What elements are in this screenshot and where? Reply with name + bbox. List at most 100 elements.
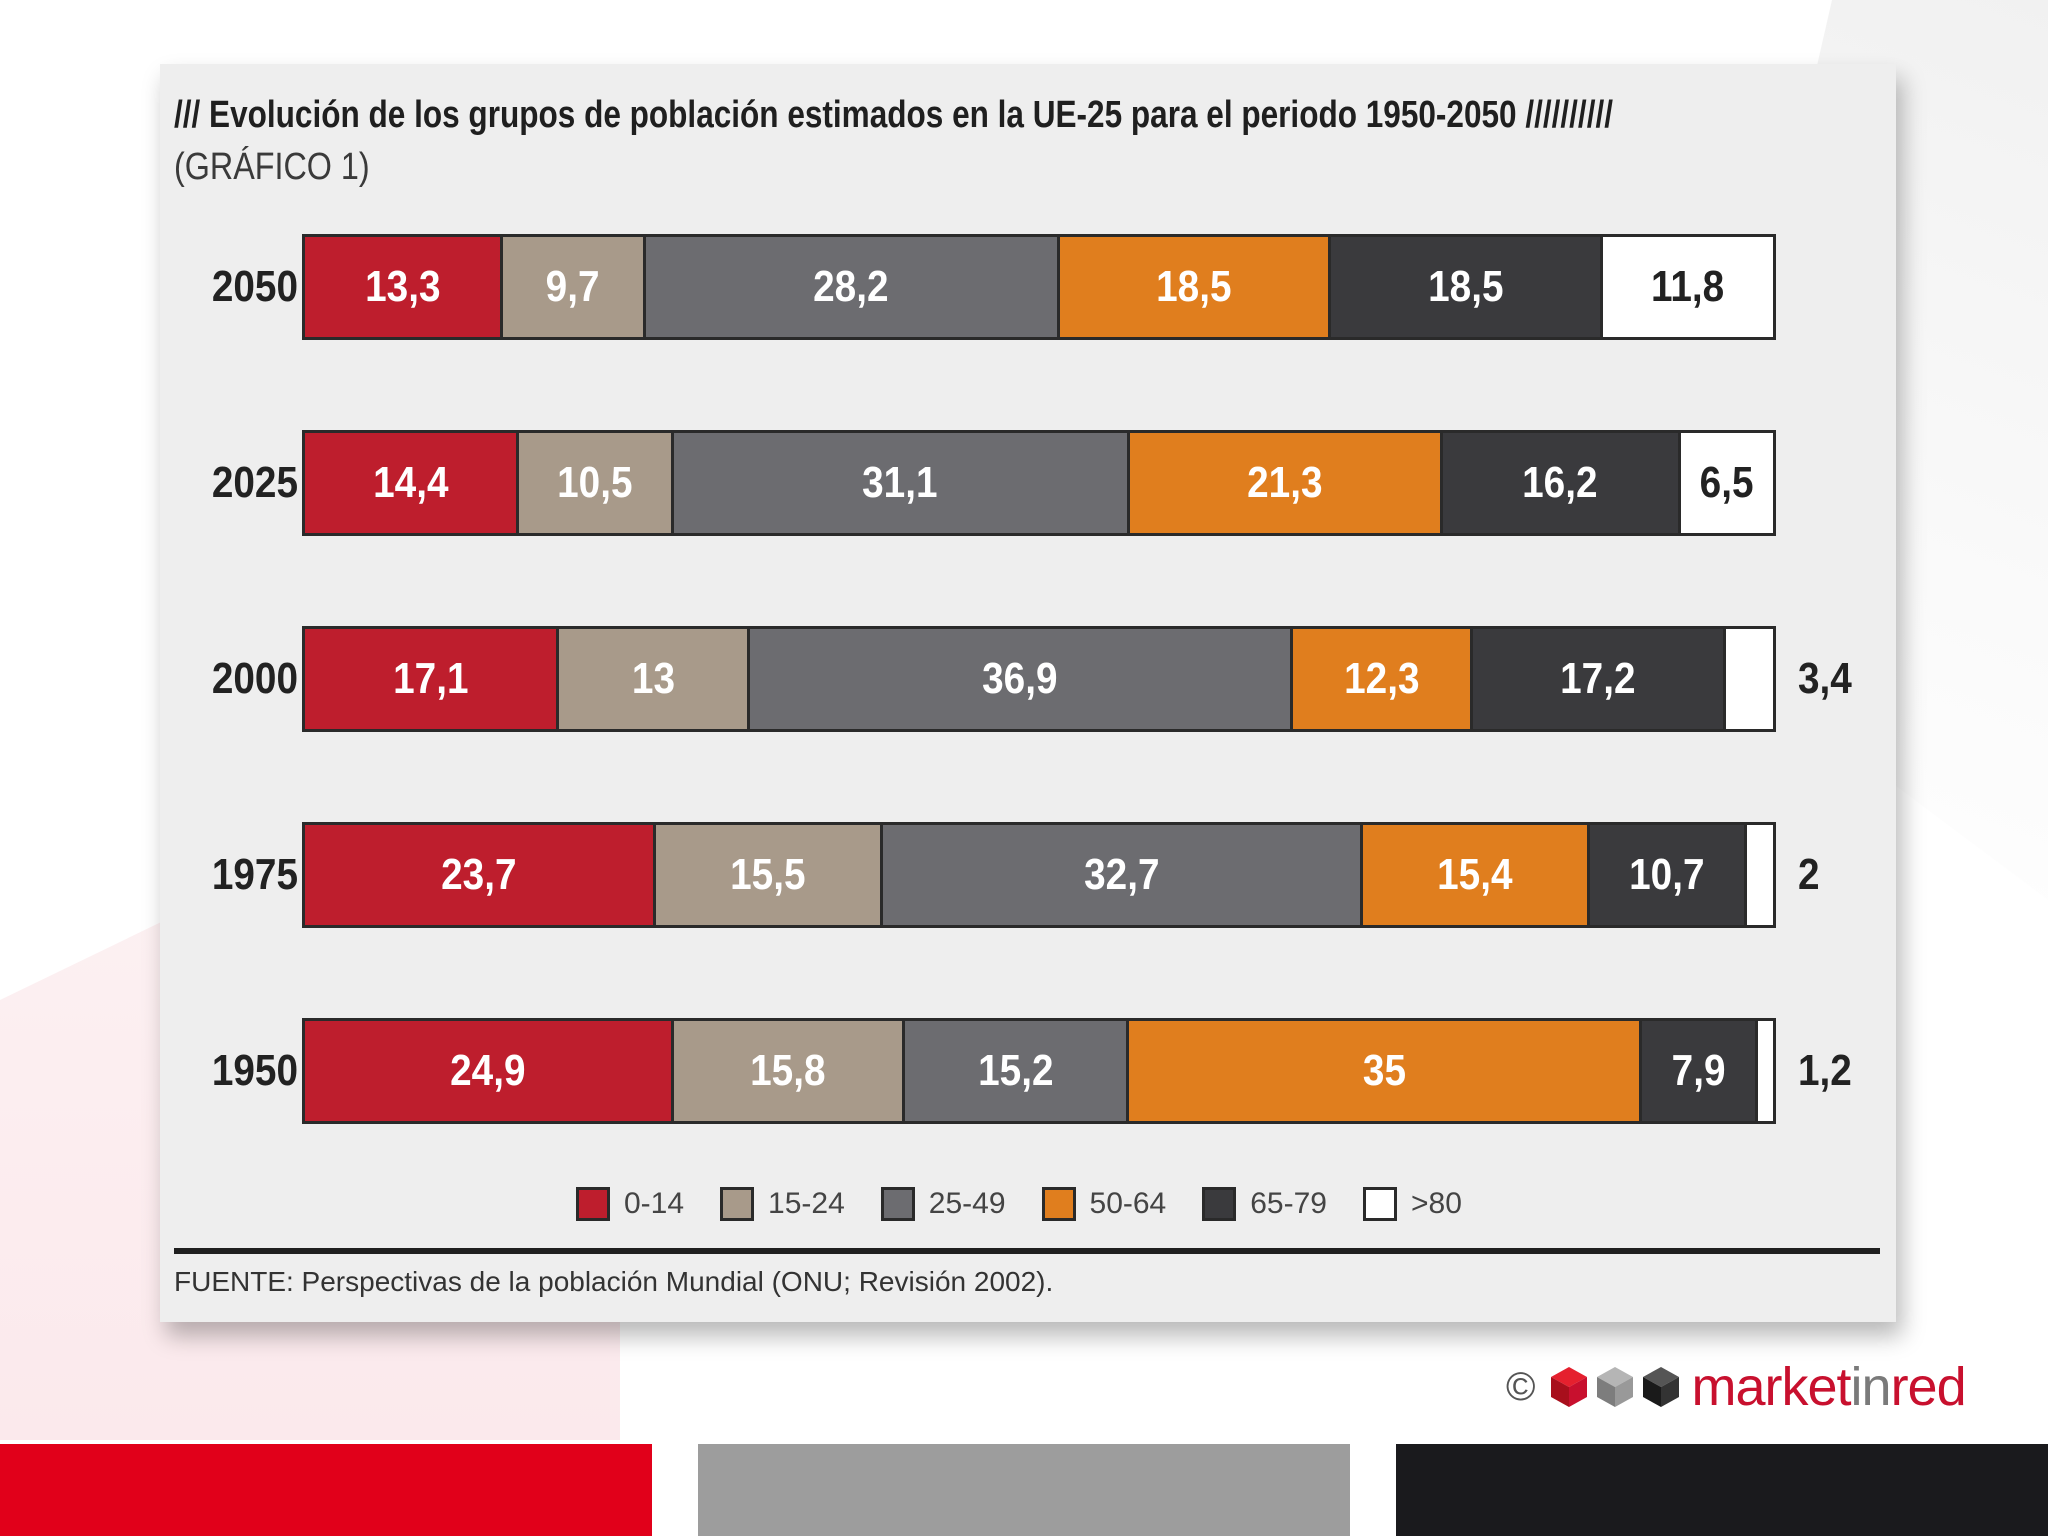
divider [174, 1248, 1880, 1254]
segment-2025-15-24: 10,5 [516, 433, 671, 533]
data-label: 15,5 [730, 850, 806, 899]
data-label: 36,9 [982, 654, 1058, 703]
legend-item-25-49: 25-49 [880, 1187, 1006, 1221]
data-label: 11,8 [1651, 262, 1725, 311]
legend-swatch [880, 1187, 915, 1221]
segment-2050-25-49: 28,2 [642, 237, 1057, 337]
source-note: FUENTE: Perspectivas de la población Mun… [174, 1266, 1054, 1297]
data-label: 24,9 [450, 1046, 526, 1095]
legend-item-15-24: 15-24 [720, 1187, 845, 1221]
segment-1950-25-49: 15,2 [902, 1021, 1126, 1121]
segment-2050-50-64: 18,5 [1056, 237, 1329, 337]
segment-1975-gt80 [1743, 825, 1773, 925]
segment-1975-25-49: 32,7 [880, 825, 1361, 925]
data-label: 7,9 [1671, 1046, 1726, 1095]
bar-2000: 17,1 13 36,9 12,3 17,2 [302, 626, 1776, 732]
legend-label: 50-64 [1089, 1187, 1167, 1220]
data-label: 14,4 [373, 458, 449, 507]
data-label: 13 [631, 654, 675, 703]
data-label: 17,1 [392, 654, 469, 703]
brand-part-red: red [1890, 1357, 1967, 1417]
data-label: 21,3 [1247, 458, 1323, 507]
segment-2050-0-14: 13,3 [305, 237, 501, 337]
year-label-2000: 2000 [211, 654, 298, 703]
legend: 0-14 15-24 25-49 50-64 65-79 >80 [576, 1184, 1498, 1224]
segment-1975-50-64: 15,4 [1360, 825, 1587, 925]
segment-2000-gt80 [1723, 629, 1773, 729]
legend-item-0-14: 0-14 [576, 1187, 684, 1221]
data-label: 18,5 [1156, 262, 1232, 311]
data-label: 32,7 [1084, 850, 1160, 899]
segment-2000-50-64: 12,3 [1289, 629, 1471, 729]
legend-label: 25-49 [928, 1187, 1006, 1220]
segment-1975-15-24: 15,5 [652, 825, 881, 925]
data-label: 31,1 [862, 458, 938, 507]
bar-2050: 13,3 9,7 28,2 18,5 18,5 11,8 [302, 234, 1776, 340]
data-label: 15,8 [750, 1046, 826, 1095]
chart-subtitle: (GRÁFICO 1) [174, 146, 370, 188]
legend-item-gt80: >80 [1362, 1187, 1462, 1221]
legend-item-65-79: 65-79 [1202, 1187, 1327, 1221]
segment-2050-gt80: 11,8 [1599, 237, 1773, 337]
legend-swatch [1362, 1187, 1397, 1221]
brand-part-in: in [1850, 1357, 1892, 1417]
data-label: 16,2 [1522, 458, 1598, 507]
black-cube-icon [1643, 1367, 1680, 1407]
legend-swatch [1041, 1187, 1076, 1221]
data-label: 12,3 [1343, 654, 1420, 703]
bar-1950: 24,9 15,8 15,2 35 7,9 [302, 1018, 1776, 1124]
segment-2000-65-79: 17,2 [1470, 629, 1724, 729]
plot-area: 2050 13,3 9,7 28,2 18,5 18,5 11,8 2025 14,4 10,5 3… [160, 64, 1896, 1322]
red-cube-icon [1551, 1367, 1588, 1407]
legend-swatch [1202, 1187, 1237, 1221]
data-label: 28,2 [813, 262, 889, 311]
grey-cube-icon [1597, 1367, 1634, 1407]
legend-label: 15-24 [768, 1187, 845, 1220]
legend-label: 65-79 [1250, 1187, 1327, 1220]
legend-label: >80 [1410, 1187, 1462, 1220]
segment-1975-65-79: 10,7 [1586, 825, 1744, 925]
bar-2025: 14,4 10,5 31,1 21,3 16,2 6,5 [302, 430, 1776, 536]
segment-1950-65-79: 7,9 [1639, 1021, 1756, 1121]
segment-2025-50-64: 21,3 [1127, 433, 1440, 533]
data-label: 15,4 [1437, 850, 1513, 899]
segment-1975-0-14: 23,7 [305, 825, 653, 925]
data-label: 23,7 [441, 850, 517, 899]
legend-swatch [720, 1187, 755, 1221]
legend-swatch [576, 1187, 610, 1221]
data-label: 15,2 [977, 1046, 1054, 1095]
bottom-bar-red [0, 1444, 652, 1536]
legend-label: 0-14 [624, 1187, 685, 1220]
data-label-outside-2000: 3,4 [1798, 654, 1852, 703]
segment-2000-15-24: 13 [556, 629, 748, 729]
data-label: 6,5 [1699, 458, 1754, 507]
segment-2025-25-49: 31,1 [670, 433, 1128, 533]
data-label: 13,3 [364, 262, 441, 311]
data-label-outside-1975: 2 [1798, 850, 1820, 899]
segment-2025-gt80: 6,5 [1677, 433, 1773, 533]
data-label: 17,2 [1560, 654, 1636, 703]
segment-2050-15-24: 9,7 [500, 237, 643, 337]
segment-2000-0-14: 17,1 [305, 629, 557, 729]
bar-1975: 23,7 15,5 32,7 15,4 10,7 [302, 822, 1776, 928]
segment-1950-0-14: 24,9 [305, 1021, 671, 1121]
year-label-2025: 2025 [211, 458, 298, 507]
legend-item-50-64: 50-64 [1041, 1187, 1167, 1221]
segment-1950-gt80 [1755, 1021, 1773, 1121]
copyright-symbol: © [1506, 1364, 1536, 1409]
data-label: 10,7 [1628, 850, 1705, 899]
brand-part-market: market [1691, 1357, 1851, 1417]
segment-1950-15-24: 15,8 [670, 1021, 903, 1121]
brand-name: marketinred [1691, 1356, 1967, 1418]
year-label-1975: 1975 [211, 850, 298, 899]
year-label-1950: 1950 [211, 1046, 298, 1095]
data-label: 35 [1362, 1046, 1406, 1095]
data-label: 18,5 [1427, 262, 1504, 311]
data-label-outside-1950: 1,2 [1798, 1046, 1852, 1095]
segment-2050-65-79: 18,5 [1328, 237, 1600, 337]
bottom-bar-black [1396, 1444, 2048, 1536]
segment-2025-65-79: 16,2 [1439, 433, 1678, 533]
chart-title: /// Evolución de los grupos de población… [174, 94, 1613, 136]
segment-1950-50-64: 35 [1125, 1021, 1640, 1121]
chart-card: /// Evolución de los grupos de población… [160, 64, 1896, 1322]
